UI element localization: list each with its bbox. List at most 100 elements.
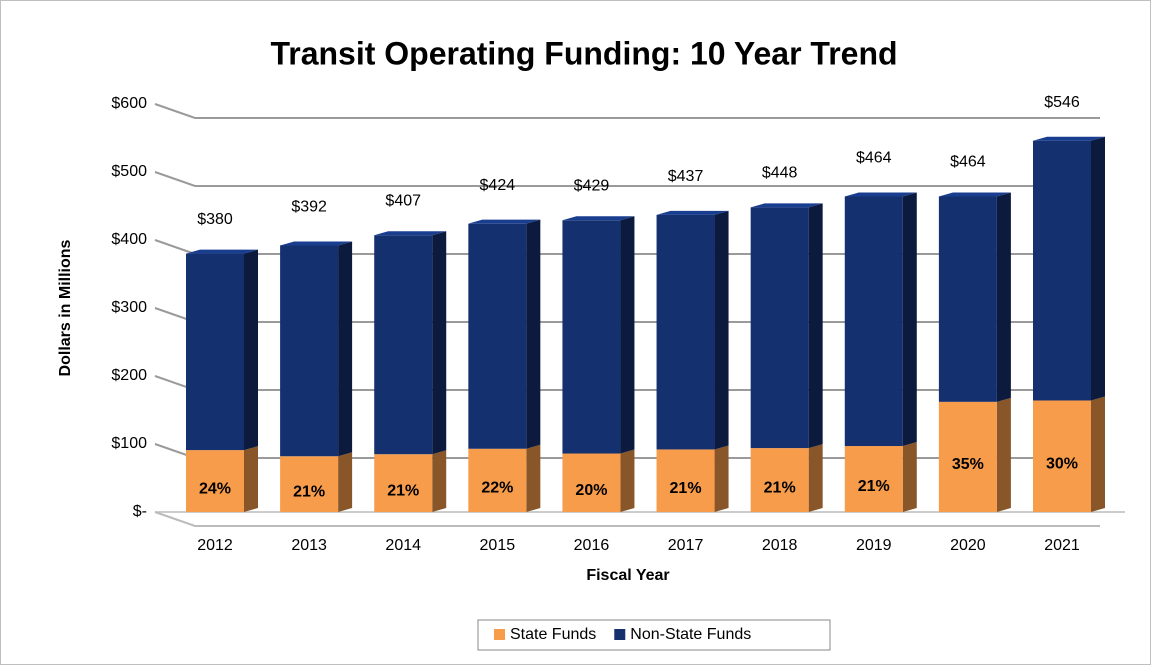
bar	[374, 454, 433, 512]
x-tick-label: 2015	[480, 537, 516, 554]
bar-label: 21%	[293, 483, 325, 500]
bar-side	[1091, 396, 1105, 512]
x-tick-label: 2018	[762, 537, 798, 554]
bar	[844, 196, 903, 447]
grid-line	[154, 511, 1100, 527]
bar-label: 21%	[670, 480, 702, 497]
bar	[186, 450, 244, 512]
bar-side	[1091, 136, 1105, 401]
legend-label: Non-State Funds	[630, 626, 751, 643]
bar-top	[280, 241, 353, 246]
y-tick-label: $100	[111, 435, 147, 452]
grid-line	[154, 171, 1100, 187]
bar-top	[750, 203, 823, 208]
chart-title: Transit Operating Funding: 10 Year Trend	[270, 35, 897, 71]
bar-label: 30%	[1046, 455, 1078, 472]
bar-label: 21%	[858, 478, 890, 495]
bar-label: 35%	[952, 456, 984, 473]
bar-side	[714, 445, 729, 512]
total-label: $546	[1044, 94, 1080, 111]
y-tick-label: $300	[111, 299, 147, 316]
x-tick-label: 2017	[668, 537, 704, 554]
bar	[844, 446, 903, 512]
y-tick-label: $500	[111, 163, 147, 180]
bar-side	[244, 249, 258, 451]
bar-side	[808, 203, 823, 449]
bar-side	[808, 444, 823, 512]
total-label: $448	[762, 165, 798, 182]
bar-side	[902, 442, 917, 512]
bar-side	[526, 444, 541, 512]
bar	[280, 456, 339, 512]
x-tick-label: 2013	[291, 537, 327, 554]
bar	[562, 220, 621, 454]
bar-top	[656, 210, 729, 215]
bar	[938, 196, 997, 402]
bar-top	[468, 219, 541, 224]
bar	[562, 453, 621, 512]
y-tick-label: $-	[133, 503, 147, 520]
bar-side	[902, 192, 917, 447]
bar	[280, 245, 339, 457]
bar	[938, 401, 997, 512]
bar-side	[620, 216, 635, 454]
bar-label: 24%	[199, 480, 231, 497]
y-tick-label: $200	[111, 367, 147, 384]
legend-box	[477, 619, 831, 651]
bar-side	[526, 219, 541, 449]
bar	[1033, 400, 1091, 512]
bar-side	[338, 452, 353, 512]
bar	[468, 448, 527, 512]
bar	[656, 449, 715, 512]
bar	[750, 448, 809, 512]
bar-side	[714, 210, 729, 450]
bar-side	[244, 446, 258, 512]
bar-side	[432, 450, 447, 512]
total-label: $392	[291, 199, 327, 216]
bar-top	[374, 231, 447, 236]
bar-top	[938, 192, 1011, 197]
bar-side	[338, 241, 353, 457]
y-tick-label: $600	[111, 95, 147, 112]
bar-top	[844, 192, 917, 197]
bar	[656, 214, 715, 450]
bar	[468, 223, 527, 449]
bar-top	[1033, 136, 1105, 141]
legend-swatch	[614, 629, 626, 640]
total-label: $464	[950, 154, 986, 171]
bar-label: 21%	[387, 482, 419, 499]
y-axis-title: Dollars in Millions	[57, 239, 74, 376]
x-tick-label: 2012	[197, 537, 233, 554]
bar-label: 21%	[764, 479, 796, 496]
bar	[374, 235, 433, 455]
legend	[477, 619, 831, 651]
bar	[1033, 140, 1091, 401]
grid-line	[154, 103, 1100, 119]
bar-top	[186, 249, 258, 254]
legend-swatch	[494, 629, 505, 640]
x-axis-title: Fiscal Year	[586, 567, 669, 584]
bar	[750, 207, 809, 449]
total-label: $429	[574, 177, 610, 194]
bar-top	[562, 216, 635, 221]
bar-label: 20%	[575, 482, 607, 499]
bar-label: 22%	[481, 480, 513, 497]
total-label: $407	[385, 192, 421, 209]
total-label: $380	[197, 211, 233, 228]
bar-side	[620, 449, 635, 512]
bar	[186, 253, 244, 451]
x-tick-label: 2016	[574, 537, 610, 554]
y-tick-label: $400	[111, 231, 147, 248]
x-tick-label: 2021	[1044, 537, 1080, 554]
total-label: $437	[668, 168, 704, 185]
legend-label: State Funds	[510, 626, 596, 643]
total-label: $424	[480, 177, 516, 194]
bar-side	[996, 192, 1011, 402]
bar-side	[996, 397, 1011, 512]
x-tick-label: 2014	[385, 537, 421, 554]
x-tick-label: 2020	[950, 537, 986, 554]
bar-side	[432, 231, 447, 455]
x-tick-label: 2019	[856, 537, 892, 554]
total-label: $464	[856, 150, 892, 167]
